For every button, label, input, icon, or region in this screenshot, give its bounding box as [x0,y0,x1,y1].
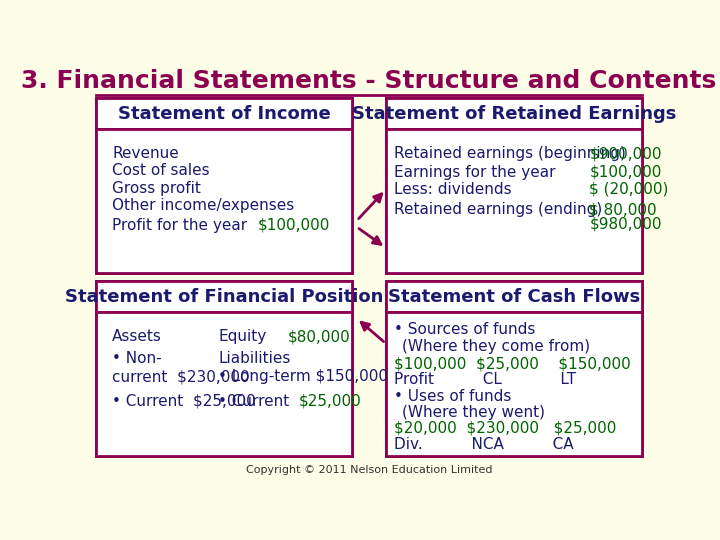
Text: Statement of Cash Flows: Statement of Cash Flows [388,288,640,306]
Text: $100,000: $100,000 [258,218,330,233]
Text: Equity: Equity [218,329,266,344]
Text: Retained earnings (ending): Retained earnings (ending) [394,202,603,217]
Text: • Current: • Current [218,394,289,409]
Text: Statement of Income: Statement of Income [117,105,330,123]
Text: $ (20,000): $ (20,000) [590,182,669,197]
Bar [386,129,642,273]
Text: Liabilities: Liabilities [218,350,291,366]
Text: $25,000: $25,000 [300,394,362,409]
Text: Assets: Assets [112,329,162,344]
Bar [386,98,642,129]
Text: $980,000: $980,000 [590,217,662,232]
Text: Gross profit: Gross profit [112,180,201,195]
Text: Profit for the year: Profit for the year [112,218,248,233]
Text: Cost of sales: Cost of sales [112,163,210,178]
Text: • Uses of funds: • Uses of funds [394,389,511,404]
Text: current  $230,000: current $230,000 [112,369,250,384]
Text: Div.          NCA          CA: Div. NCA CA [394,437,574,451]
Text: (Where they come from): (Where they come from) [402,339,590,354]
Text: • Non-: • Non- [112,350,162,366]
Bar [386,281,642,312]
Bar [386,312,642,456]
Text: Revenue: Revenue [112,146,179,161]
Bar [386,98,642,273]
Text: $20,000  $230,000   $25,000: $20,000 $230,000 $25,000 [394,421,616,436]
Text: Statement of Financial Position: Statement of Financial Position [65,288,383,306]
Bar [96,98,352,129]
Text: Earnings for the year: Earnings for the year [394,165,556,180]
Text: $100,000: $100,000 [590,165,662,180]
Text: Less: dividends: Less: dividends [394,182,512,197]
Text: Statement of Retained Earnings: Statement of Retained Earnings [352,105,676,123]
Bar [96,281,352,312]
Text: (Where they went): (Where they went) [402,405,546,420]
Bar [96,281,352,456]
Text: • Current  $25,000: • Current $25,000 [112,394,256,409]
Text: Profit          CL            LT: Profit CL LT [394,372,576,387]
Text: $100,000  $25,000    $150,000: $100,000 $25,000 $150,000 [394,356,631,372]
Text: $ 80,000: $ 80,000 [590,202,657,217]
Bar [96,129,352,273]
Text: $80,000: $80,000 [288,329,351,344]
Text: 3. Financial Statements - Structure and Contents: 3. Financial Statements - Structure and … [22,69,716,92]
Bar [96,312,352,456]
Bar [386,281,642,456]
Text: $900,000: $900,000 [590,146,662,161]
Text: Copyright © 2011 Nelson Education Limited: Copyright © 2011 Nelson Education Limite… [246,465,492,475]
Bar [96,98,352,273]
Text: Retained earnings (beginning): Retained earnings (beginning) [394,146,626,161]
Text: Other income/expenses: Other income/expenses [112,198,294,213]
Text: • Long-term $150,000: • Long-term $150,000 [218,369,388,384]
Text: • Sources of funds: • Sources of funds [394,322,536,337]
